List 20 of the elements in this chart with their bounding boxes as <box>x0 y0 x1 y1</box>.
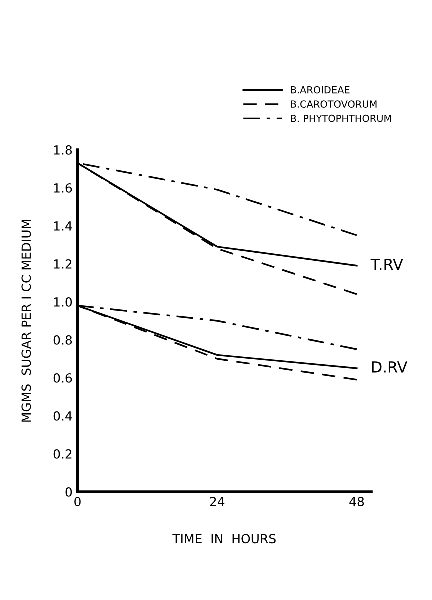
y-tick-label: 0 <box>66 487 72 497</box>
x-tick-label: 24 <box>210 497 225 506</box>
y-tick-label: 1.8 <box>54 145 72 155</box>
y-axis-title: MGMS SUGAR PER I CC MEDIUM <box>22 220 32 422</box>
y-tick-label: 1.2 <box>54 259 72 269</box>
y-tick-label: 0.8 <box>54 335 72 345</box>
annotation: D.RV <box>372 362 408 373</box>
x-tick-label: 48 <box>350 497 364 507</box>
y-tick-label: 0.6 <box>54 373 72 383</box>
legend-label: B.CAROTOVORUM <box>291 100 377 108</box>
annotation: T.RV <box>370 258 404 270</box>
x-tick-label: 0 <box>74 497 81 507</box>
y-tick-label: 1.0 <box>54 297 72 307</box>
legend-label: B.AROIDEAE <box>291 86 350 94</box>
x-axis-title: TIME IN HOURS <box>172 534 276 544</box>
legend-label: B. PHYTOPHTHORUM <box>291 114 392 122</box>
y-tick-label: 1.4 <box>54 222 72 231</box>
y-tick-label: 1.6 <box>54 183 72 193</box>
y-tick-label: 0.2 <box>54 449 72 459</box>
y-tick-label: 0.4 <box>54 411 72 421</box>
